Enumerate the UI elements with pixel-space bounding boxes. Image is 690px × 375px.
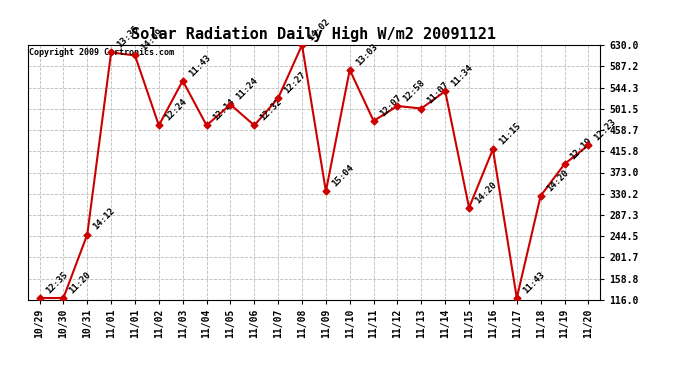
Point bbox=[130, 53, 141, 58]
Text: 15:04: 15:04 bbox=[330, 163, 355, 189]
Text: 11:20: 11:20 bbox=[68, 270, 93, 295]
Point bbox=[58, 295, 69, 301]
Point bbox=[273, 95, 284, 101]
Point bbox=[153, 122, 164, 128]
Point bbox=[344, 67, 355, 73]
Point bbox=[368, 118, 379, 124]
Point bbox=[511, 295, 522, 301]
Text: 14:20: 14:20 bbox=[545, 168, 570, 193]
Point bbox=[106, 50, 117, 55]
Point bbox=[249, 122, 260, 128]
Point bbox=[440, 88, 451, 94]
Point bbox=[416, 105, 427, 111]
Point bbox=[34, 295, 45, 301]
Point bbox=[177, 78, 188, 84]
Text: 13:03: 13:03 bbox=[354, 42, 380, 67]
Text: 12:23: 12:23 bbox=[593, 117, 618, 142]
Point bbox=[81, 231, 92, 237]
Text: 11:43: 11:43 bbox=[187, 53, 213, 78]
Point bbox=[297, 42, 308, 48]
Text: 14:20: 14:20 bbox=[473, 180, 499, 205]
Text: 12:32: 12:32 bbox=[259, 97, 284, 123]
Text: 14:09: 14:09 bbox=[139, 27, 164, 53]
Text: 13:35: 13:35 bbox=[115, 24, 141, 50]
Text: 12:07: 12:07 bbox=[377, 93, 403, 118]
Text: 12:27: 12:27 bbox=[282, 70, 308, 95]
Point bbox=[535, 193, 546, 199]
Text: 12:19: 12:19 bbox=[569, 136, 594, 161]
Text: Copyright 2009 Cartronics.com: Copyright 2009 Cartronics.com bbox=[29, 48, 174, 57]
Point bbox=[225, 102, 236, 108]
Text: 11:15: 11:15 bbox=[497, 121, 522, 146]
Point bbox=[320, 188, 331, 194]
Text: 11:24: 11:24 bbox=[235, 76, 260, 102]
Point bbox=[201, 122, 212, 128]
Text: 11:43: 11:43 bbox=[521, 270, 546, 295]
Title: Solar Radiation Daily High W/m2 20091121: Solar Radiation Daily High W/m2 20091121 bbox=[132, 27, 496, 42]
Point bbox=[559, 161, 570, 167]
Point bbox=[392, 103, 403, 109]
Text: 12:14: 12:14 bbox=[210, 97, 236, 123]
Text: 12:35: 12:35 bbox=[43, 270, 69, 295]
Point bbox=[464, 205, 475, 211]
Text: 11:34: 11:34 bbox=[449, 63, 475, 88]
Text: 12:58: 12:58 bbox=[402, 78, 427, 103]
Text: 14:02: 14:02 bbox=[306, 17, 332, 42]
Text: 11:07: 11:07 bbox=[426, 80, 451, 106]
Point bbox=[487, 146, 498, 152]
Text: 14:12: 14:12 bbox=[91, 206, 117, 232]
Text: 12:24: 12:24 bbox=[163, 97, 188, 123]
Point bbox=[583, 142, 594, 148]
